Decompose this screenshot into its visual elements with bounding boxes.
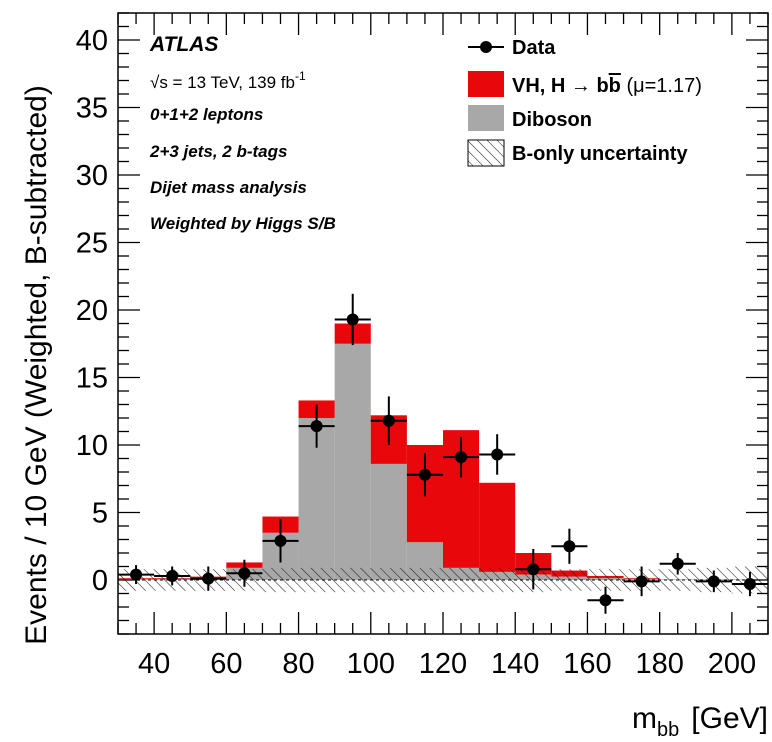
y-tick-label: 5 xyxy=(92,498,108,530)
x-tick-label: 40 xyxy=(138,648,170,680)
legend-signal-swatch xyxy=(468,71,504,97)
diboson-bar xyxy=(370,463,407,580)
data-point xyxy=(334,293,371,346)
annotation-block: ATLAS √s = 13 TeV, 139 fb-1 0+1+2 lepton… xyxy=(149,33,336,233)
b-only-uncertainty-band xyxy=(118,566,768,594)
experiment-label: ATLAS xyxy=(149,33,218,56)
legend: Data VH, H → bb (μ=1.17) Diboson B-only … xyxy=(467,37,702,167)
data-point xyxy=(551,528,588,564)
data-point xyxy=(154,566,191,586)
y-tick-label: 35 xyxy=(76,93,108,125)
x-tick-label: 60 xyxy=(210,648,242,680)
legend-data-marker xyxy=(480,41,492,53)
legend-signal-label: VH, H → bb (μ=1.17) xyxy=(512,75,702,97)
x-axis-title-subscript: bb xyxy=(657,719,679,741)
y-tick-label: 15 xyxy=(76,363,108,395)
x-axis-title-m: m xyxy=(632,702,657,735)
diboson-bar xyxy=(334,343,371,580)
legend-signal-prefix: VH, H → b xyxy=(512,75,609,97)
x-axis-title-unit: [GeV] xyxy=(691,702,768,735)
y-tick-label: 10 xyxy=(76,430,108,462)
data-point xyxy=(406,453,443,497)
leptons-label: 0+1+2 leptons xyxy=(150,105,263,124)
x-tick-label: 100 xyxy=(347,648,395,680)
data-point xyxy=(623,566,660,597)
signal-bar xyxy=(479,482,516,572)
data-point xyxy=(298,404,335,448)
legend-item-signal: VH, H → bb (μ=1.17) xyxy=(468,71,702,97)
x-tick-label: 200 xyxy=(708,648,756,680)
legend-signal-bbar: b xyxy=(609,75,621,97)
y-tick-label: 40 xyxy=(76,25,108,57)
x-axis: 40 60 80 100 120 140 160 180 200 xyxy=(117,13,769,680)
data-point xyxy=(587,586,624,614)
y-axis-title: Events / 10 GeV (Weighted, B-subtracted) xyxy=(20,85,53,645)
data-point xyxy=(370,396,407,445)
data-point xyxy=(659,553,696,575)
x-tick-label: 140 xyxy=(491,648,539,680)
legend-uncertainty-label: B-only uncertainty xyxy=(512,143,688,165)
x-tick-label: 120 xyxy=(419,648,467,680)
data-point xyxy=(515,548,552,590)
y-tick-label: 30 xyxy=(76,160,108,192)
energy-label: √s = 13 TeV, 139 fb-1 xyxy=(150,69,306,92)
jets-label: 2+3 jets, 2 b-tags xyxy=(149,142,287,161)
data-point xyxy=(695,570,732,593)
y-tick-label: 20 xyxy=(76,295,108,327)
data-point xyxy=(443,436,480,478)
energy-label-exponent: -1 xyxy=(295,69,306,83)
y-axis: 0 5 10 15 20 25 30 35 40 xyxy=(76,12,768,635)
data-point xyxy=(118,565,155,585)
y-tick-label: 0 xyxy=(92,565,108,597)
legend-uncertainty-swatch xyxy=(467,139,505,167)
legend-item-data: Data xyxy=(468,37,556,59)
data-point xyxy=(190,566,227,591)
x-axis-title: mbb [GeV] xyxy=(632,702,768,741)
legend-diboson-label: Diboson xyxy=(512,109,592,131)
legend-item-diboson: Diboson xyxy=(468,105,592,131)
x-tick-label: 180 xyxy=(635,648,683,680)
weighting-label: Weighted by Higgs S/B xyxy=(150,214,336,233)
legend-data-label: Data xyxy=(512,37,556,59)
y-tick-label: 25 xyxy=(76,228,108,260)
data-points xyxy=(118,293,768,614)
data-point xyxy=(226,559,263,587)
legend-item-uncertainty: B-only uncertainty xyxy=(467,139,688,167)
energy-label-main: √s = 13 TeV, 139 fb xyxy=(150,73,295,92)
x-tick-label: 160 xyxy=(563,648,611,680)
legend-signal-suffix: (μ=1.17) xyxy=(621,75,702,97)
data-point xyxy=(731,571,768,597)
data-point xyxy=(262,519,299,563)
data-point xyxy=(479,434,516,475)
legend-diboson-swatch xyxy=(468,105,504,131)
analysis-label: Dijet mass analysis xyxy=(150,178,307,197)
x-tick-label: 80 xyxy=(282,648,314,680)
